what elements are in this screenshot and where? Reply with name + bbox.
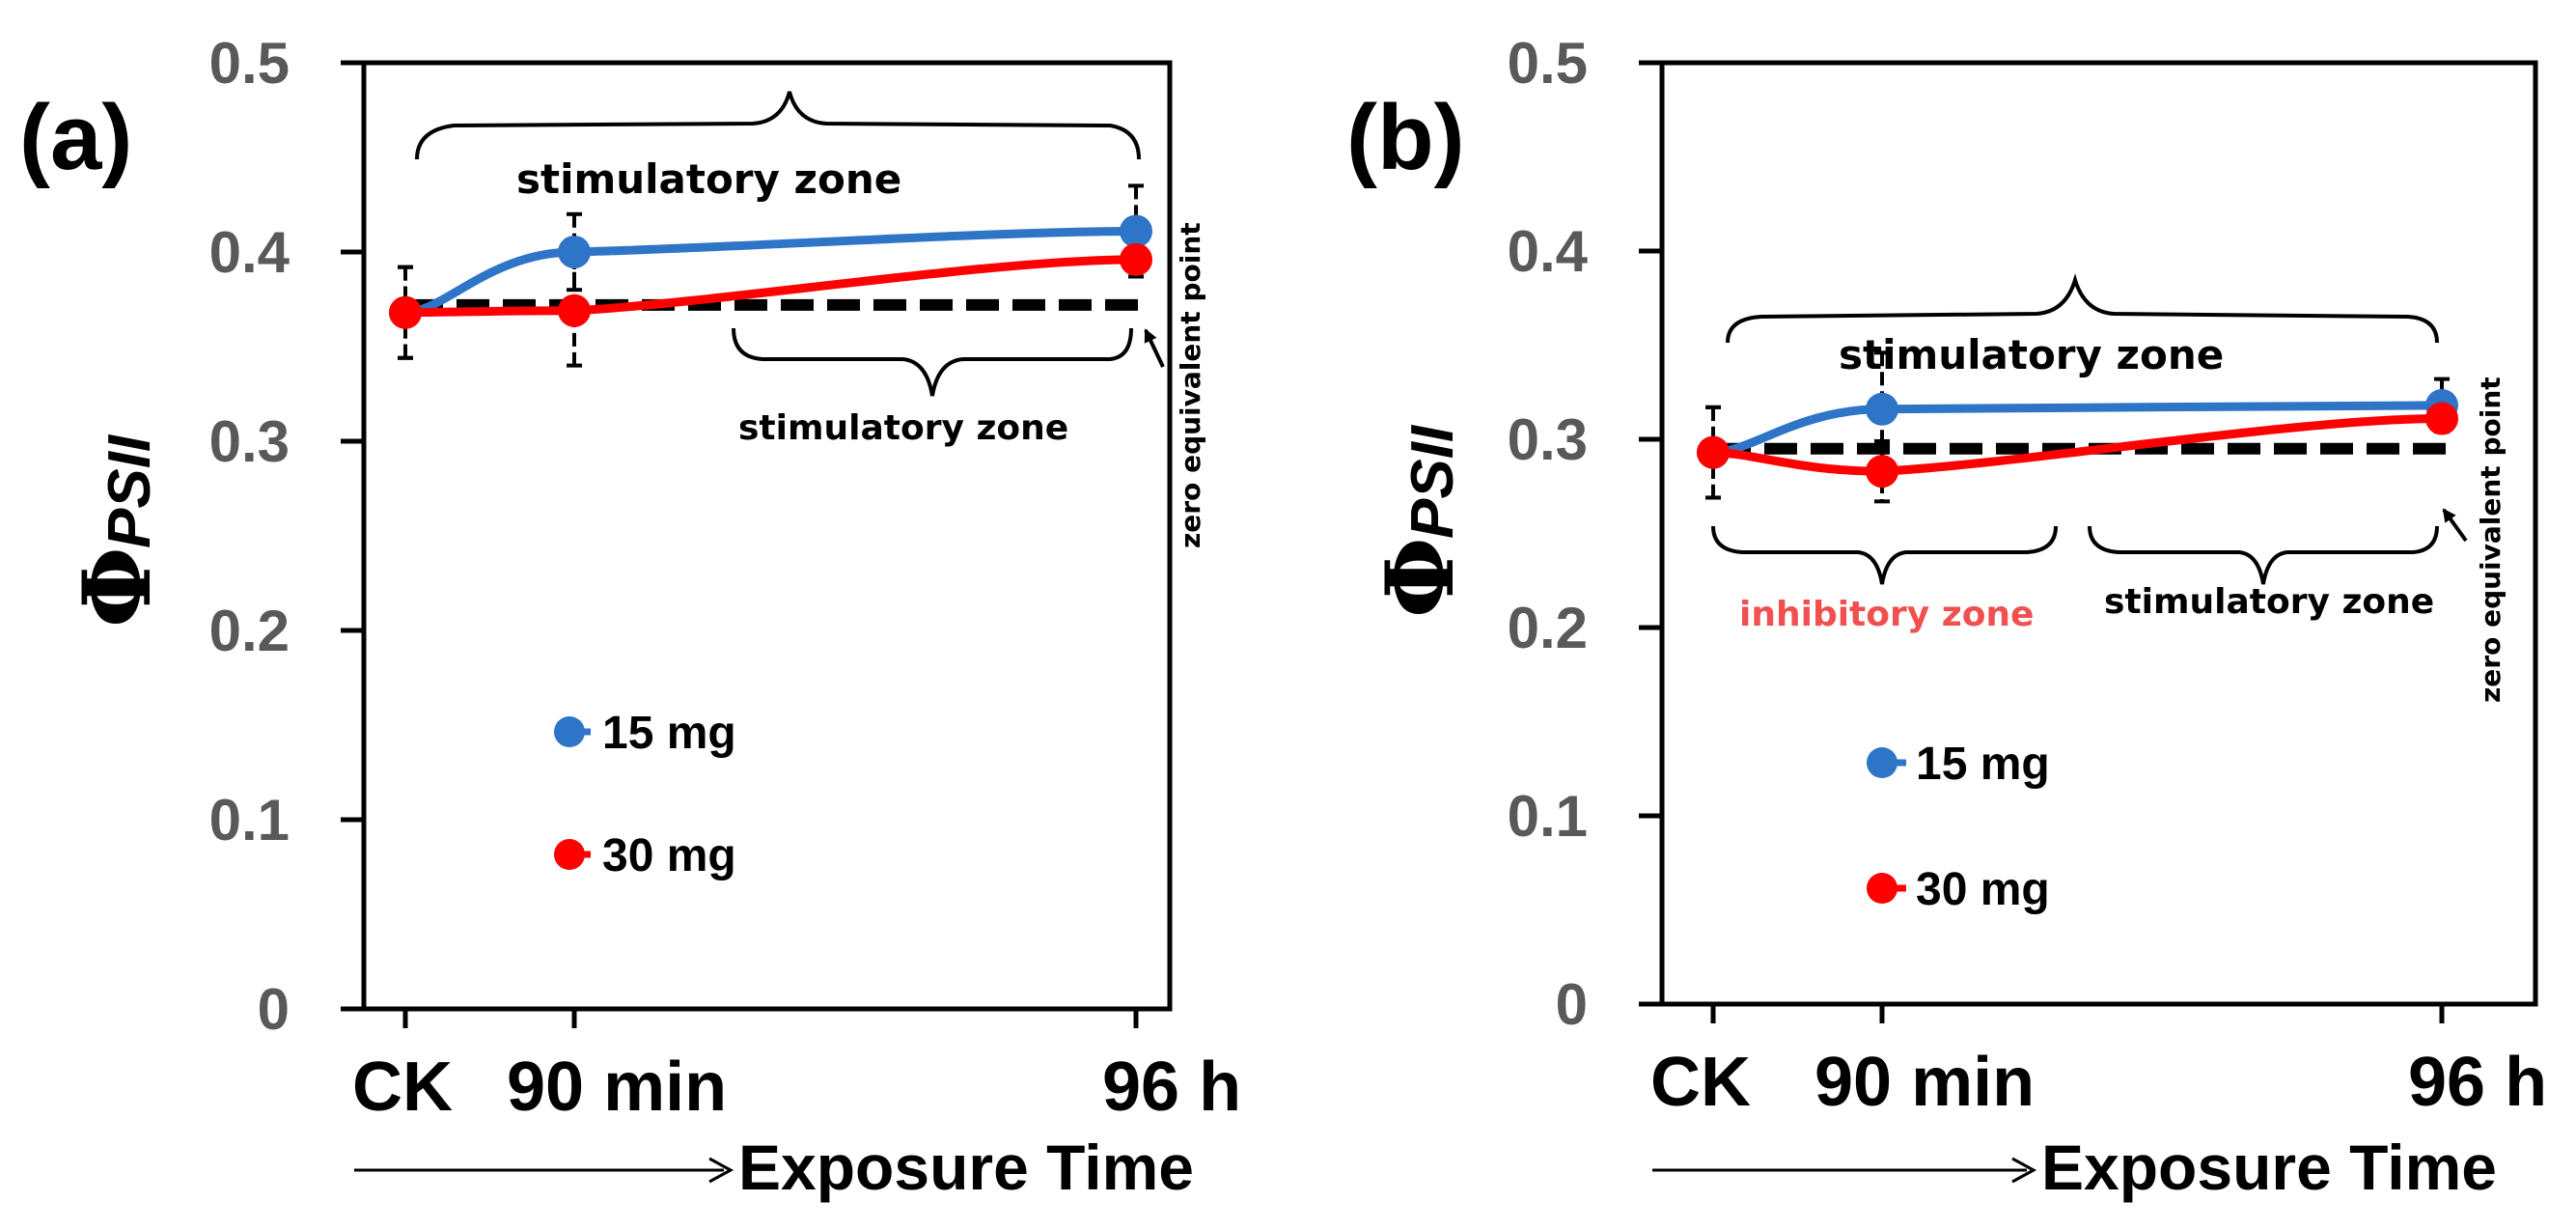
y-ticks: 0 0.1 0.2 0.3 0.4 0.5 xyxy=(209,31,364,1042)
legend-marker xyxy=(1867,747,1897,778)
series-line-30mg xyxy=(404,255,1137,318)
legend-marker xyxy=(1867,873,1897,904)
lower-zone-brace xyxy=(732,327,1133,397)
y-tick-label: 0.4 xyxy=(1508,219,1589,284)
zero-point-arrow xyxy=(1144,328,1165,368)
legend: 15 mg 30 mg xyxy=(1867,739,2050,915)
y-axis-symbol: Φ xyxy=(1366,537,1475,618)
series-line-15mg xyxy=(1712,401,2443,458)
series-line-15mg xyxy=(404,226,1137,318)
data-point-15mg xyxy=(1120,214,1152,248)
y-ticks: 0 0.1 0.2 0.3 0.4 0.5 xyxy=(1508,31,1662,1037)
series-group xyxy=(1697,350,2458,504)
y-tick-label: 0.2 xyxy=(1508,596,1588,660)
x-axis-label: Exposure Time xyxy=(738,1132,1194,1203)
y-tick-label: 0 xyxy=(1556,972,1588,1037)
zero-point-label: zero equivalent point xyxy=(1175,222,1206,548)
legend-label-30mg: 30 mg xyxy=(602,830,736,881)
plot-frame xyxy=(361,60,1173,1012)
y-axis-label: Φ PSII xyxy=(63,433,172,628)
inhibitory-zone-brace xyxy=(1711,525,2058,585)
upper-zone-label: stimulatory zone xyxy=(516,155,901,203)
legend-marker xyxy=(554,716,585,747)
y-tick-label: 0.1 xyxy=(1508,784,1588,849)
y-tick-label: 0.4 xyxy=(209,220,291,285)
y-tick-label: 0.2 xyxy=(209,599,290,663)
y-tick-label: 0.3 xyxy=(1508,407,1588,472)
data-point-30mg xyxy=(1866,455,1898,489)
y-axis-subscript: PSII xyxy=(97,433,163,548)
data-point-30mg xyxy=(389,295,422,329)
y-tick-label: 0.5 xyxy=(209,31,290,96)
panel-label: (a) xyxy=(19,86,132,189)
data-point-30mg xyxy=(2425,402,2458,435)
x-tick-label: 90 min xyxy=(1814,1044,2035,1121)
data-point-15mg xyxy=(558,236,591,268)
x-axis-arrowhead xyxy=(2011,1157,2037,1184)
x-tick-label: 90 min xyxy=(507,1048,727,1126)
legend-item-30mg: 30 mg xyxy=(1867,864,2050,915)
legend-label-15mg: 15 mg xyxy=(602,708,736,759)
x-axis-label: Exposure Time xyxy=(2041,1132,2497,1203)
upper-zone-brace xyxy=(1726,273,2439,344)
legend-label-30mg: 30 mg xyxy=(1916,864,2050,915)
x-ticks: CK 90 min 96 h xyxy=(352,1009,1241,1126)
x-tick-label: CK xyxy=(1650,1044,1751,1121)
series-line-30mg xyxy=(1712,414,2443,476)
x-tick-label: CK xyxy=(352,1048,453,1126)
right-zone-brace xyxy=(2088,525,2439,585)
zero-point-label: zero equivalent point xyxy=(2475,377,2507,703)
series-group xyxy=(389,183,1152,368)
y-axis-symbol: Φ xyxy=(63,546,172,628)
y-tick-label: 0.3 xyxy=(209,409,290,474)
y-axis-subscript: PSII xyxy=(1399,424,1466,539)
data-point-15mg xyxy=(1866,392,1898,426)
data-point-30mg xyxy=(558,294,591,327)
data-point-30mg xyxy=(1120,242,1152,276)
legend-label-15mg: 15 mg xyxy=(1916,739,2050,790)
inhibitory-zone-label: inhibitory zone xyxy=(1739,595,2034,634)
lower-zone-label: stimulatory zone xyxy=(738,408,1068,448)
x-axis-arrowhead xyxy=(708,1157,734,1184)
legend-item-15mg: 15 mg xyxy=(1867,739,2050,790)
zero-point-arrow xyxy=(2442,508,2468,543)
y-axis-label: Φ PSII xyxy=(1366,424,1475,618)
chart-panel-a: (a) Φ PSII 0 0.1 0.2 0.3 0.4 0.5 CK 90 min 96 h… xyxy=(19,31,1241,1203)
panel-label: (b) xyxy=(1346,86,1465,189)
plot-frame xyxy=(1659,60,2538,1007)
chart-panel-b: (b) Φ PSII 0 0.1 0.2 0.3 0.4 0.5 CK 90 min 96 h… xyxy=(1346,31,2547,1203)
legend-marker xyxy=(554,839,585,870)
legend-item-15mg: 15 mg xyxy=(554,708,736,759)
y-tick-label: 0.1 xyxy=(209,788,290,853)
legend: 15 mg 30 mg xyxy=(554,708,736,881)
right-zone-label: stimulatory zone xyxy=(2104,582,2434,622)
y-tick-label: 0 xyxy=(258,977,290,1042)
upper-zone-label: stimulatory zone xyxy=(1839,331,2224,378)
data-point-30mg xyxy=(1697,435,1730,469)
y-tick-label: 0.5 xyxy=(1508,31,1588,96)
legend-item-30mg: 30 mg xyxy=(554,830,736,881)
x-ticks: CK 90 min 96 h xyxy=(1650,1004,2547,1121)
x-tick-label: 96 h xyxy=(2408,1044,2547,1121)
x-tick-label: 96 h xyxy=(1102,1048,1241,1126)
upper-zone-brace xyxy=(415,84,1141,160)
